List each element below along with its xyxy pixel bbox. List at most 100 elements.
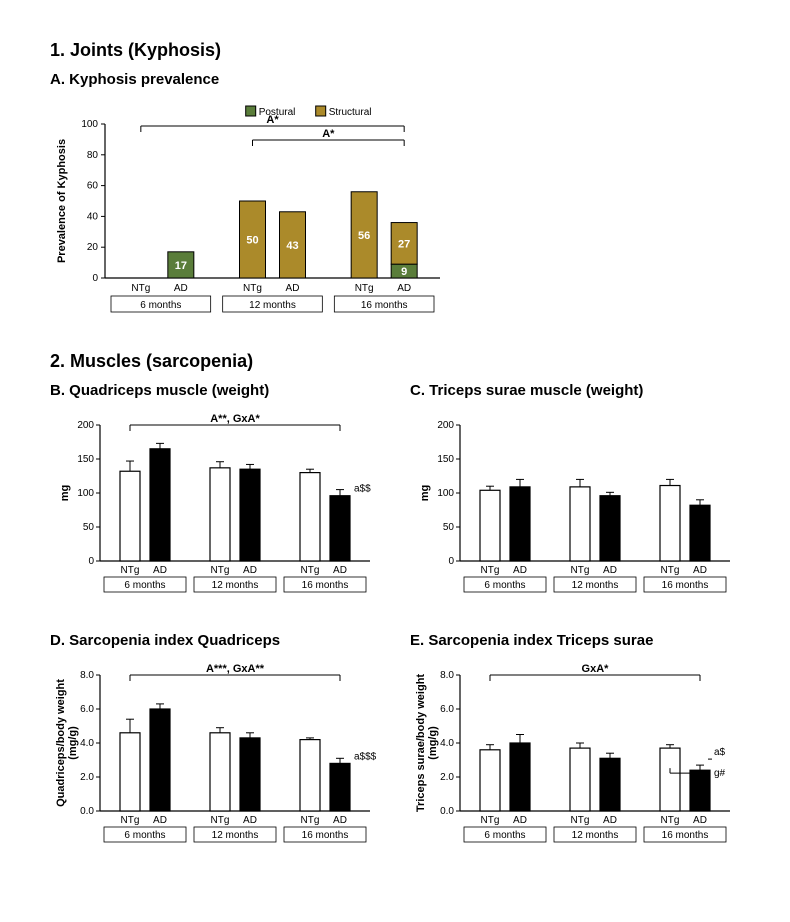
- svg-text:12 months: 12 months: [212, 580, 259, 591]
- svg-text:12 months: 12 months: [572, 830, 619, 841]
- svg-text:80: 80: [87, 150, 99, 161]
- chartB-title: B. Quadriceps muscle (weight): [50, 382, 380, 399]
- svg-text:27: 27: [398, 238, 410, 250]
- svg-text:0.0: 0.0: [440, 806, 454, 817]
- svg-text:6 months: 6 months: [484, 580, 525, 591]
- svg-text:A*: A*: [322, 128, 335, 140]
- svg-text:a$: a$: [714, 747, 726, 758]
- svg-text:60: 60: [87, 181, 99, 192]
- svg-text:6 months: 6 months: [484, 830, 525, 841]
- svg-text:16 months: 16 months: [361, 300, 408, 311]
- svg-text:2.0: 2.0: [80, 772, 94, 783]
- svg-text:40: 40: [87, 211, 99, 222]
- svg-text:20: 20: [87, 242, 99, 253]
- svg-text:NTg: NTg: [211, 815, 230, 826]
- svg-text:56: 56: [358, 230, 370, 242]
- chartE: 0.0 2.0 4.0 6.0 8.0Triceps surae/body weight…: [410, 657, 740, 857]
- svg-text:a$$$: a$$$: [354, 751, 377, 762]
- svg-text:AD: AD: [153, 565, 167, 576]
- svg-text:0.0: 0.0: [80, 806, 94, 817]
- svg-text:12 months: 12 months: [212, 830, 259, 841]
- svg-text:16 months: 16 months: [302, 830, 349, 841]
- svg-text:NTg: NTg: [121, 815, 140, 826]
- svg-text:50: 50: [246, 235, 258, 247]
- chartB: 0 50 100 150 200 mg NTg AD NTg AD NTg AD 6 months 12 …: [50, 407, 380, 607]
- svg-text:17: 17: [175, 260, 187, 272]
- svg-text:NTg: NTg: [301, 565, 320, 576]
- chartC-title: C. Triceps surae muscle (weight): [410, 382, 740, 399]
- svg-text:NTg: NTg: [243, 283, 262, 294]
- svg-text:NTg: NTg: [301, 815, 320, 826]
- svg-text:NTg: NTg: [131, 283, 150, 294]
- svg-text:4.0: 4.0: [80, 738, 94, 749]
- chartD: 0.0 2.0 4.0 6.0 8.0Quadriceps/body weight(mg…: [50, 657, 380, 857]
- svg-text:AD: AD: [397, 283, 411, 294]
- svg-text:NTg: NTg: [121, 565, 140, 576]
- svg-text:AD: AD: [243, 565, 257, 576]
- svg-text:AD: AD: [333, 565, 347, 576]
- svg-text:16 months: 16 months: [662, 830, 709, 841]
- svg-text:50: 50: [83, 522, 95, 533]
- svg-text:a$$: a$$: [354, 484, 371, 495]
- svg-text:0: 0: [88, 556, 94, 567]
- svg-text:A**, GxA*: A**, GxA*: [210, 413, 260, 425]
- svg-text:AD: AD: [603, 815, 617, 826]
- svg-text:50: 50: [443, 522, 455, 533]
- svg-text:g#: g#: [714, 768, 726, 779]
- svg-text:NTg: NTg: [661, 565, 680, 576]
- svg-text:NTg: NTg: [481, 815, 500, 826]
- svg-text:mg: mg: [59, 485, 71, 502]
- chartA-title: A. Kyphosis prevalence: [50, 71, 450, 88]
- svg-text:16 months: 16 months: [302, 580, 349, 591]
- svg-text:NTg: NTg: [481, 565, 500, 576]
- svg-text:2.0: 2.0: [440, 772, 454, 783]
- section1-title: 1. Joints (Kyphosis): [50, 40, 740, 61]
- svg-text:150: 150: [437, 454, 454, 465]
- chartD-title: D. Sarcopenia index Quadriceps: [50, 632, 380, 649]
- svg-text:AD: AD: [153, 815, 167, 826]
- svg-text:8.0: 8.0: [440, 670, 454, 681]
- svg-text:Triceps surae/body weight(mg/g: Triceps surae/body weight(mg/g): [415, 674, 439, 812]
- svg-text:A***, GxA**: A***, GxA**: [206, 663, 265, 675]
- svg-text:150: 150: [77, 454, 94, 465]
- svg-text:AD: AD: [513, 815, 527, 826]
- chartE-title: E. Sarcopenia index Triceps surae: [410, 632, 740, 649]
- chartA: 020406080100Prevalence of Kyphosis175043…: [50, 96, 450, 326]
- svg-text:NTg: NTg: [571, 565, 590, 576]
- svg-text:AD: AD: [286, 283, 300, 294]
- svg-text:12 months: 12 months: [249, 300, 296, 311]
- svg-text:NTg: NTg: [355, 283, 374, 294]
- svg-text:NTg: NTg: [211, 565, 230, 576]
- svg-text:AD: AD: [513, 565, 527, 576]
- svg-text:6.0: 6.0: [440, 704, 454, 715]
- svg-text:200: 200: [77, 420, 94, 431]
- section2-title: 2. Muscles (sarcopenia): [50, 351, 740, 372]
- svg-text:43: 43: [286, 240, 298, 252]
- svg-text:6.0: 6.0: [80, 704, 94, 715]
- svg-text:Quadriceps/body weight(mg/g): Quadriceps/body weight(mg/g): [55, 679, 79, 807]
- svg-text:AD: AD: [174, 283, 188, 294]
- svg-text:NTg: NTg: [571, 815, 590, 826]
- svg-text:100: 100: [77, 488, 94, 499]
- svg-text:AD: AD: [333, 815, 347, 826]
- svg-text:mg: mg: [419, 485, 431, 502]
- svg-text:9: 9: [401, 266, 407, 278]
- chartC: 050100150200mgNTgADNTgADNTgAD6 months12 …: [410, 407, 740, 607]
- svg-text:Prevalence of Kyphosis: Prevalence of Kyphosis: [56, 139, 68, 263]
- svg-text:6 months: 6 months: [140, 300, 181, 311]
- svg-text:12 months: 12 months: [572, 580, 619, 591]
- svg-text:8.0: 8.0: [80, 670, 94, 681]
- svg-text:16 months: 16 months: [662, 580, 709, 591]
- svg-text:100: 100: [437, 488, 454, 499]
- svg-text:NTg: NTg: [661, 815, 680, 826]
- svg-text:Postural: Postural: [259, 107, 296, 118]
- svg-text:4.0: 4.0: [440, 738, 454, 749]
- svg-text:AD: AD: [603, 565, 617, 576]
- svg-text:AD: AD: [243, 815, 257, 826]
- svg-text:100: 100: [81, 119, 98, 130]
- svg-text:Structural: Structural: [329, 107, 372, 118]
- svg-text:6 months: 6 months: [124, 580, 165, 591]
- svg-text:6 months: 6 months: [124, 830, 165, 841]
- svg-text:200: 200: [437, 420, 454, 431]
- svg-text:AD: AD: [693, 815, 707, 826]
